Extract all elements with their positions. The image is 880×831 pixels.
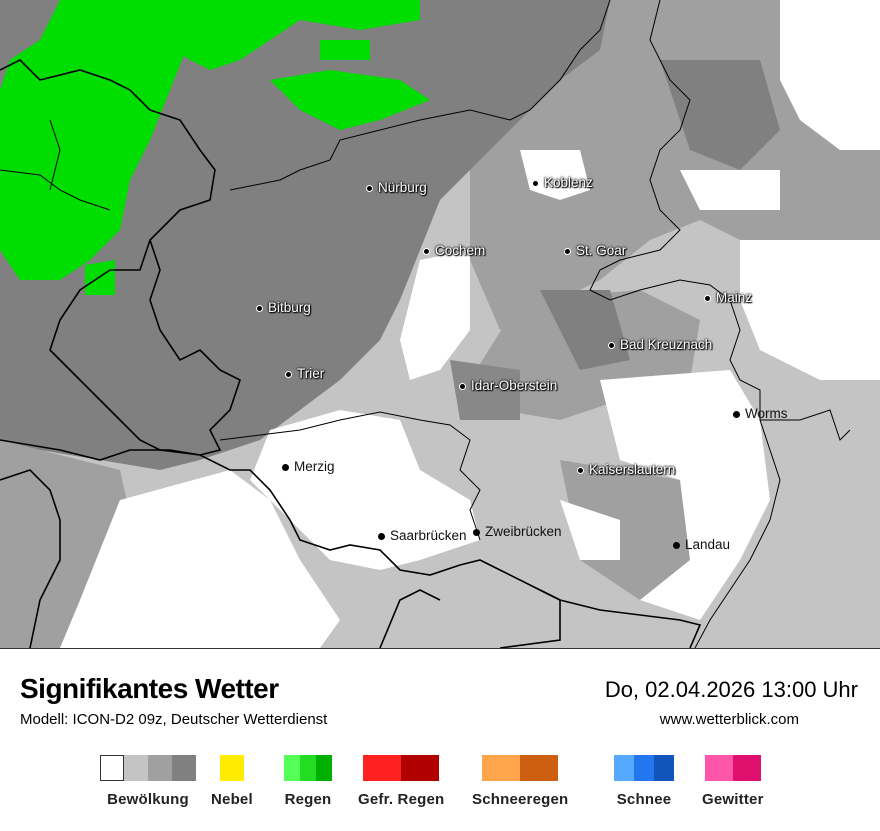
city-nuerburg: Nürburg — [366, 180, 427, 195]
city-label: Merzig — [294, 459, 335, 474]
city-marker-icon — [577, 466, 584, 474]
city-cochem: Cochem — [423, 243, 485, 258]
city-zweibruecken: Zweibrücken — [473, 524, 562, 539]
city-label: Mainz — [716, 290, 753, 305]
legend-swatch — [363, 755, 402, 781]
legend-fog: Nebel — [211, 755, 253, 808]
weather-map: Nürburg Koblenz Cochem St. Goar Bitburg … — [0, 0, 880, 648]
legend-swatch — [300, 755, 316, 781]
city-bitburg: Bitburg — [256, 300, 311, 315]
legend-swatch — [614, 755, 634, 781]
city-merzig: Merzig — [282, 459, 335, 474]
legend-swatches — [100, 755, 196, 781]
legend-swatch — [148, 755, 172, 781]
legend-swatches — [219, 755, 244, 781]
legend-label: Regen — [284, 791, 332, 808]
legend-snow: Schnee — [614, 755, 674, 808]
city-marker-icon — [256, 304, 263, 312]
city-label: Idar-Oberstein — [471, 378, 558, 393]
city-label: St. Goar — [576, 243, 627, 258]
city-label: Worms — [745, 406, 788, 421]
city-marker-icon — [532, 179, 539, 187]
city-label: Saarbrücken — [390, 528, 467, 543]
city-marker-icon — [564, 247, 571, 255]
legend-label: Schneeregen — [472, 791, 569, 808]
legend-swatch — [219, 755, 244, 781]
legend-swatch — [316, 755, 332, 781]
city-idar-oberstein: Idar-Oberstein — [459, 378, 557, 393]
city-marker-icon — [378, 532, 385, 540]
map-title: Signifikantes Wetter — [20, 673, 279, 704]
city-label: Cochem — [435, 243, 486, 258]
city-marker-icon — [282, 463, 289, 471]
city-marker-icon — [459, 382, 466, 390]
legend-swatch — [172, 755, 196, 781]
website-link[interactable]: www.wetterblick.com — [659, 711, 799, 728]
legend-swatch — [634, 755, 654, 781]
legend-swatches — [704, 755, 761, 781]
city-bad-kreuznach: Bad Kreuznach — [608, 337, 712, 352]
legend-swatch — [100, 755, 124, 781]
city-label: Nürburg — [378, 180, 427, 195]
legend-freezing-rain: Gefr. Regen — [358, 755, 444, 808]
city-marker-icon — [473, 528, 480, 536]
city-marker-icon — [285, 370, 292, 378]
city-label: Bad Kreuznach — [620, 337, 713, 352]
city-koblenz: Koblenz — [532, 175, 593, 190]
legend-thunderstorm: Gewitter — [702, 755, 764, 808]
legend-sleet: Schneeregen — [472, 755, 568, 808]
city-label: Trier — [297, 366, 325, 381]
city-landau: Landau — [673, 537, 730, 552]
city-label: Koblenz — [544, 175, 593, 190]
city-marker-icon — [704, 294, 711, 302]
city-marker-icon — [423, 247, 430, 255]
legend-swatch — [520, 755, 559, 781]
legend-cloud: Bewölkung — [100, 755, 196, 808]
city-marker-icon — [366, 184, 373, 192]
legend-label: Nebel — [211, 791, 253, 808]
city-marker-icon — [733, 410, 740, 418]
legend-label: Bewölkung — [107, 791, 189, 808]
legend-swatch — [284, 755, 300, 781]
forecast-datetime: Do, 02.04.2026 13:00 Uhr — [604, 677, 858, 702]
city-trier: Trier — [285, 366, 324, 381]
legend-swatch — [482, 755, 521, 781]
legend-label: Gefr. Regen — [358, 791, 445, 808]
legend-swatch — [401, 755, 440, 781]
city-label: Landau — [685, 537, 731, 552]
city-marker-icon — [673, 541, 680, 549]
legend-label: Gewitter — [702, 791, 764, 808]
legend-swatch — [704, 755, 733, 781]
city-marker-icon — [608, 341, 615, 349]
legend-swatch — [124, 755, 148, 781]
city-st-goar: St. Goar — [564, 243, 626, 258]
weather-map-layer — [0, 0, 880, 648]
model-subtitle: Modell: ICON-D2 09z, Deutscher Wetterdie… — [20, 711, 328, 728]
legend-label: Schnee — [616, 791, 672, 808]
legend-rain: Regen — [284, 755, 332, 808]
city-label: Bitburg — [268, 300, 311, 315]
legend-swatches — [363, 755, 440, 781]
city-worms: Worms — [733, 406, 788, 421]
legend-swatches — [614, 755, 674, 781]
legend-swatch — [654, 755, 674, 781]
city-saarbruecken: Saarbrücken — [378, 528, 476, 543]
city-mainz: Mainz — [704, 290, 752, 305]
legend-swatches — [482, 755, 559, 781]
legend-swatch — [732, 755, 761, 781]
footer-panel: Signifikantes Wetter Modell: ICON-D2 09z… — [0, 648, 880, 831]
legend-swatches — [284, 755, 332, 781]
city-label: Zweibrücken — [485, 524, 562, 539]
city-kaiserslautern: Kaiserslautern — [577, 462, 675, 477]
city-label: Kaiserslautern — [589, 462, 676, 477]
